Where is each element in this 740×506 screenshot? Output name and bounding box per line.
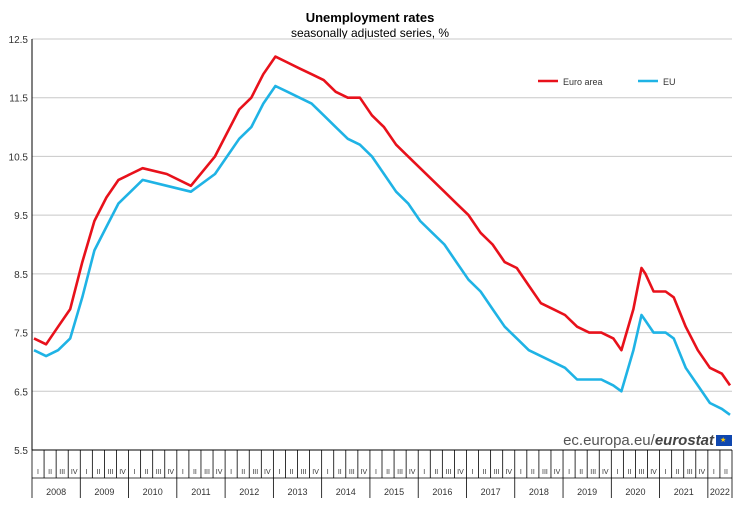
- quarter-label: IV: [650, 469, 657, 476]
- quarter-label: I: [520, 469, 522, 476]
- quarter-label: III: [301, 469, 307, 476]
- year-label: 2011: [191, 487, 210, 497]
- year-label: 2019: [577, 487, 597, 497]
- quarter-label: I: [134, 469, 136, 476]
- year-label: 2022: [710, 487, 730, 497]
- quarter-label: II: [290, 469, 294, 476]
- year-label: 2015: [384, 487, 404, 497]
- year-label: 2016: [432, 487, 452, 497]
- quarter-label: I: [713, 469, 715, 476]
- year-label: 2021: [674, 487, 694, 497]
- quarter-label: IV: [119, 469, 126, 476]
- quarter-label: II: [579, 469, 583, 476]
- quarter-label: IV: [554, 469, 561, 476]
- y-tick-label: 10.5: [9, 152, 29, 163]
- year-label: 2013: [288, 487, 308, 497]
- y-tick-label: 5.5: [14, 446, 28, 457]
- quarter-label: IV: [312, 469, 319, 476]
- quarter-label: I: [568, 469, 570, 476]
- quarter-label: III: [687, 469, 693, 476]
- eu-flag-icon: [716, 435, 732, 446]
- logo-brand: eurostat: [654, 432, 714, 449]
- series-line-eu: [33, 84, 731, 416]
- legend-label: Euro area: [563, 77, 603, 87]
- quarter-label: I: [616, 469, 618, 476]
- series-line-euro-area: [33, 55, 732, 387]
- quarter-label: II: [193, 469, 197, 476]
- quarter-label: II: [96, 469, 100, 476]
- year-label: 2010: [143, 487, 163, 497]
- quarter-label: III: [156, 469, 162, 476]
- quarter-label: III: [639, 469, 645, 476]
- quarter-label: II: [531, 469, 535, 476]
- chart-title: Unemployment rates: [305, 10, 435, 25]
- quarter-label: II: [724, 469, 728, 476]
- quarter-label: I: [423, 469, 425, 476]
- year-label: 2008: [46, 487, 66, 497]
- y-tick-label: 6.5: [14, 387, 28, 398]
- legend-label: EU: [663, 77, 676, 87]
- quarter-label: II: [241, 469, 245, 476]
- quarter-label: I: [182, 469, 184, 476]
- quarter-label: III: [397, 469, 403, 476]
- quarter-label: IV: [216, 469, 223, 476]
- quarter-label: II: [386, 469, 390, 476]
- quarter-label: II: [434, 469, 438, 476]
- year-label: 2012: [239, 487, 259, 497]
- y-tick-label: 7.5: [14, 329, 28, 340]
- y-tick-label: 8.5: [14, 270, 28, 281]
- quarter-label: III: [59, 469, 65, 476]
- eurostat-logo: ec.europa.eu/eurostat: [563, 432, 732, 449]
- quarter-label: III: [252, 469, 258, 476]
- quarter-label: II: [48, 469, 52, 476]
- quarter-label: I: [472, 469, 474, 476]
- quarter-label: I: [375, 469, 377, 476]
- quarter-label: II: [483, 469, 487, 476]
- logo-domain: ec.europa.eu/: [563, 432, 655, 449]
- quarter-label: III: [590, 469, 596, 476]
- y-tick-label: 11.5: [9, 94, 28, 105]
- quarter-label: IV: [71, 469, 78, 476]
- quarter-label: IV: [361, 469, 368, 476]
- quarter-label: IV: [602, 469, 609, 476]
- quarter-label: III: [445, 469, 451, 476]
- quarter-label: III: [204, 469, 210, 476]
- quarter-label: III: [349, 469, 355, 476]
- quarter-label: I: [327, 469, 329, 476]
- chart-subtitle: seasonally adjusted series, %: [290, 26, 450, 40]
- quarter-label: I: [230, 469, 232, 476]
- quarter-label: IV: [409, 469, 416, 476]
- quarter-label: II: [338, 469, 342, 476]
- quarter-label: II: [676, 469, 680, 476]
- quarter-label: IV: [505, 469, 512, 476]
- year-label: 2020: [625, 487, 645, 497]
- quarter-label: IV: [264, 469, 271, 476]
- quarter-label: II: [145, 469, 149, 476]
- quarter-label: III: [494, 469, 500, 476]
- y-tick-label: 9.5: [14, 211, 28, 222]
- year-label: 2014: [336, 487, 356, 497]
- quarter-label: I: [85, 469, 87, 476]
- year-label: 2018: [529, 487, 549, 497]
- quarter-label: I: [37, 469, 39, 476]
- quarter-label: IV: [167, 469, 174, 476]
- quarter-label: III: [108, 469, 114, 476]
- quarter-label: IV: [457, 469, 464, 476]
- quarter-label: IV: [699, 469, 706, 476]
- quarter-label: II: [627, 469, 631, 476]
- year-label: 2009: [94, 487, 114, 497]
- y-tick-label: 12.5: [9, 35, 29, 46]
- quarter-label: I: [665, 469, 667, 476]
- quarter-label: III: [542, 469, 548, 476]
- quarter-label: I: [278, 469, 280, 476]
- year-label: 2017: [481, 487, 501, 497]
